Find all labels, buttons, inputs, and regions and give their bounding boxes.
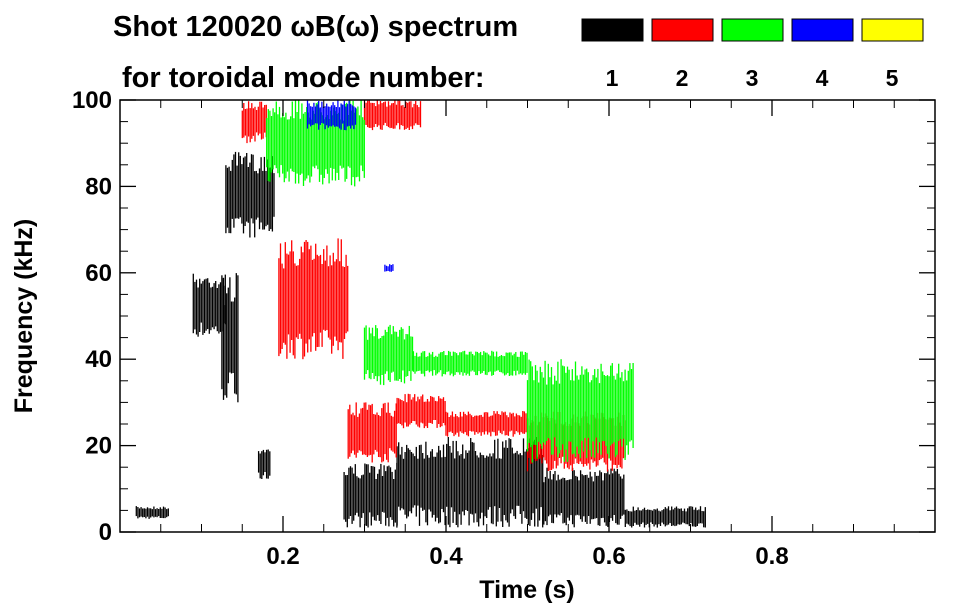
y-tick-label: 100 <box>72 87 112 114</box>
series-3-segment-1 <box>266 100 365 187</box>
series-3 <box>266 100 634 463</box>
series-2-segment-4 <box>347 402 397 463</box>
legend-label-2: 2 <box>676 65 689 91</box>
series-1-segment-3 <box>221 273 239 403</box>
spectrum-data <box>135 100 706 528</box>
series-3-segment-4 <box>526 359 634 463</box>
y-tick-label: 20 <box>85 433 112 460</box>
legend-swatch-3 <box>721 18 784 42</box>
y-tick-label: 0 <box>99 519 112 546</box>
y-tick-label: 80 <box>85 173 112 200</box>
series-4 <box>306 100 394 272</box>
series-1-segment-8 <box>543 467 625 528</box>
series-4-segment-1 <box>306 100 357 131</box>
series-1-segment-7 <box>396 437 544 528</box>
legend-label-3: 3 <box>746 65 759 91</box>
series-1-segment-6 <box>343 462 398 528</box>
y-tick-label: 40 <box>85 346 112 373</box>
legend-label-4: 4 <box>816 65 829 91</box>
x-tick-label: 0.2 <box>266 543 299 570</box>
legend-swatch-1 <box>581 18 644 42</box>
series-2-segment-5 <box>396 393 446 429</box>
series-1-segment-4 <box>225 151 275 238</box>
legend-swatch-2 <box>651 18 714 42</box>
x-axis-label: Time (s) <box>479 576 574 604</box>
y-axis-label: Frequency (kHz) <box>10 219 38 413</box>
legend-swatch-4 <box>791 18 854 42</box>
x-tick-label: 0.6 <box>592 543 625 570</box>
series-1-segment-9 <box>624 506 706 528</box>
chart-subtitle: for toroidal mode number: <box>122 62 485 94</box>
series-1-segment-1 <box>135 506 169 519</box>
legend: 1 2 3 4 5 <box>581 18 924 91</box>
series-3-segment-3 <box>412 350 528 377</box>
series-1 <box>135 151 706 528</box>
series-2-segment-2 <box>278 238 349 360</box>
series-2-segment-3 <box>363 100 422 131</box>
axes: 0 20 40 60 80 100 0.2 0.4 0.6 0.8 <box>72 87 935 570</box>
x-tick-label: 0.4 <box>429 543 463 570</box>
series-3-segment-2 <box>363 324 414 386</box>
legend-swatch-5 <box>861 18 924 42</box>
series-4-segment-2 <box>384 264 394 272</box>
legend-label-5: 5 <box>886 65 899 91</box>
series-1-segment-5 <box>257 449 271 479</box>
series-1-segment-2 <box>192 273 226 337</box>
x-tick-label: 0.8 <box>755 543 788 570</box>
series-2-segment-1 <box>241 101 267 144</box>
y-tick-label: 60 <box>85 260 112 287</box>
chart-title: Shot 120020 ωB(ω) spectrum <box>113 11 518 43</box>
series-2-segment-6 <box>445 411 527 437</box>
legend-label-1: 1 <box>606 65 619 91</box>
